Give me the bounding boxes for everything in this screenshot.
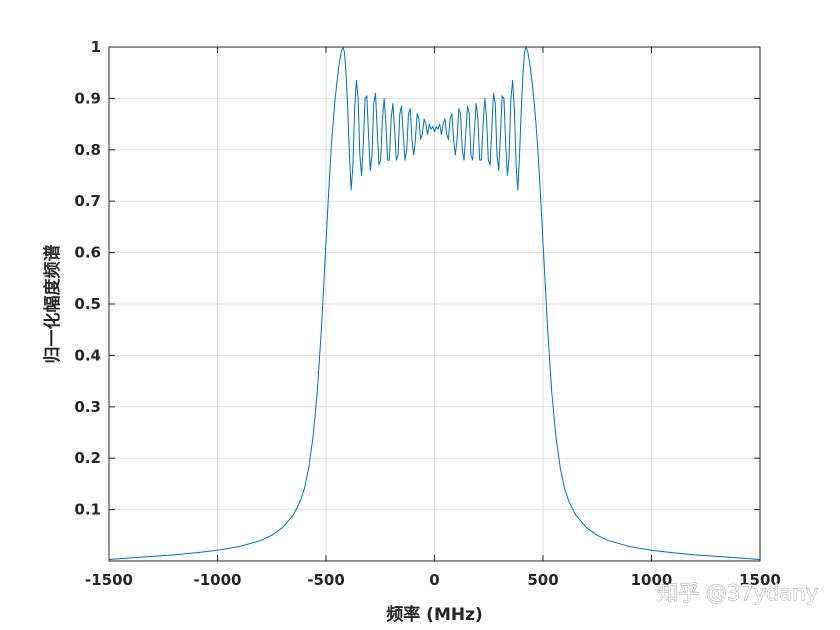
x-tick-label: 0 <box>429 571 439 589</box>
x-tick-label: 500 <box>527 571 558 589</box>
grid <box>109 47 760 561</box>
x-tick-label: 1000 <box>631 571 673 589</box>
y-tick-label: 0.1 <box>74 501 101 519</box>
y-tick-label: 1 <box>91 38 101 56</box>
y-tick-label: 0.9 <box>74 89 101 107</box>
x-axis: -1500 -1000 -500 0 500 1000 1500 <box>85 47 781 589</box>
x-tick-label: -500 <box>307 571 345 589</box>
y-tick-label: 0.4 <box>74 346 101 364</box>
y-tick-label: 0.7 <box>74 192 101 210</box>
x-tick-label: -1000 <box>194 571 242 589</box>
series-layer <box>108 46 761 560</box>
y-axis: 0.1 0.2 0.3 0.4 0.5 0.6 0.7 0.8 0.9 1 <box>74 38 760 519</box>
x-tick-label: 1500 <box>739 571 781 589</box>
series-line-0 <box>108 46 761 560</box>
y-tick-label: 0.5 <box>74 295 101 313</box>
x-tick-label: -1500 <box>85 571 133 589</box>
y-tick-label: 0.6 <box>74 244 101 262</box>
x-axis-label: 频率 (MHz) <box>386 604 483 625</box>
y-tick-label: 0.8 <box>74 141 101 159</box>
y-axis-label: 归一化幅度频谱 <box>42 245 63 364</box>
watermark: 知乎 @37ydany <box>657 581 818 605</box>
y-tick-label: 0.2 <box>74 449 101 467</box>
y-tick-label: 0.3 <box>74 398 101 416</box>
